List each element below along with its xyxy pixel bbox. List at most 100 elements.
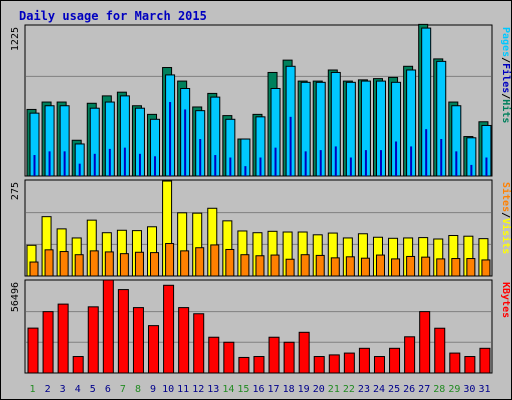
legend-separator: / [500,212,511,218]
kbytes-bar [87,306,99,374]
kbytes-bar [208,336,220,374]
day-label: 1 [30,384,36,395]
pages-bar [154,156,157,176]
sites-bar [44,249,54,277]
pages-bar [485,157,488,176]
kbytes-bar [298,331,310,374]
sites-bar [436,258,446,277]
day-label: 7 [120,384,126,395]
pages-bar [274,147,277,176]
legend-visits: Visits [500,218,512,254]
day-label: 27 [418,384,430,395]
legend-separator: / [500,57,511,63]
sites-bar [89,250,99,277]
day-label: 18 [283,384,295,395]
sites-bar [134,251,144,277]
kbytes-bar [102,279,114,374]
panel-2-ymax-label: 275 [10,182,21,200]
kbytes-bar [148,325,160,374]
pages-bar [138,153,141,176]
kbytes-bar [72,356,84,374]
kbytes-bar [42,311,54,374]
pages-bar [440,139,443,176]
pages-bar [289,116,292,176]
pages-bar [214,155,217,176]
legend-hits: Hits [500,99,512,123]
pages-bar [93,153,96,176]
day-label: 11 [177,384,189,395]
pages-bar [244,166,247,176]
day-label: 26 [403,384,415,395]
day-label: 25 [388,384,400,395]
pages-bar [470,164,473,176]
kbytes-bar [253,356,265,374]
day-label: 17 [268,384,280,395]
panel-1-ymax-label: 1225 [10,27,21,51]
day-label: 13 [207,384,219,395]
sites-bar [391,258,401,277]
pages-bar [455,151,458,176]
kbytes-bar [268,336,280,374]
sites-bar [345,256,355,277]
day-label: 29 [448,384,460,395]
day-label: 5 [90,384,96,395]
kbytes-bar [223,341,235,374]
pages-bar [184,109,187,176]
day-label: 8 [135,384,141,395]
kbytes-bar [343,352,355,374]
sites-bar [225,248,235,277]
day-label: 23 [358,384,370,395]
sites-bar [466,258,476,277]
sites-bar [421,256,431,277]
panel-3-legend: KBytes [500,282,511,318]
day-label: 30 [463,384,475,395]
sites-bar [481,259,491,277]
pages-bar [169,102,172,176]
legend-separator: / [500,93,511,99]
sites-bar [29,261,39,277]
sites-bar [406,255,416,277]
sites-bar [315,254,325,277]
pages-bar [379,150,382,176]
pages-bar [425,129,428,176]
day-label: 15 [237,384,249,395]
kbytes-bar [178,307,190,374]
pages-bar [304,151,307,176]
day-label: 10 [162,384,174,395]
pages-bar [78,163,81,176]
kbytes-bar [117,289,129,374]
sites-bar [104,251,114,277]
pages-bar [349,157,352,176]
day-label: 20 [313,384,325,395]
kbytes-bar [449,352,461,374]
day-label: 24 [373,384,385,395]
kbytes-bar [479,347,491,374]
kbytes-bar [328,354,340,374]
panel-1-legend: Pages/Files/Hits [500,27,512,123]
pages-bar [410,146,413,176]
legend-kbytes: KBytes [500,282,511,318]
legend-sites: Sites [500,182,512,212]
pages-bar [259,157,262,176]
pages-bar [33,155,36,176]
kbytes-bar [57,303,69,374]
sites-bar [210,244,220,277]
sites-bar [119,253,129,277]
pages-bar [108,148,111,176]
sites-bar [59,251,69,277]
panel-3-ymax-label: 56496 [10,282,21,312]
kbytes-bar [373,356,385,374]
pages-bar [63,151,66,176]
sites-bar [195,247,205,277]
day-label: 28 [433,384,445,395]
sites-bar [180,250,190,277]
day-label: 6 [105,384,111,395]
panel-2-legend: Sites/Visits [500,182,512,254]
day-label: 3 [60,384,66,395]
day-label: 16 [252,384,264,395]
kbytes-bar [464,356,476,374]
kbytes-bar [27,327,39,374]
kbytes-bar [238,356,250,374]
pages-bar [48,151,51,176]
